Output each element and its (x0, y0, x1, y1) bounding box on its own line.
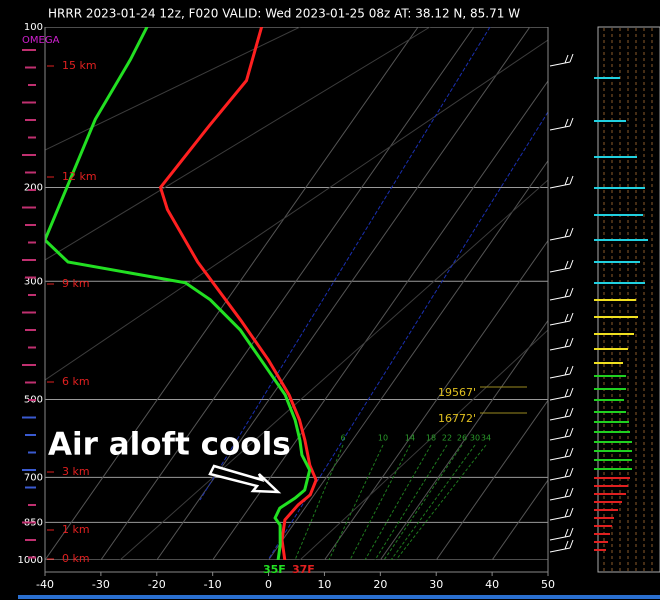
x-tick-label: 20 (373, 578, 387, 591)
x-tick-label: 50 (541, 578, 555, 591)
wind-barb (549, 365, 574, 379)
mixing-ratio-label: 22 (442, 434, 452, 443)
mixing-ratio-label: 18 (426, 434, 436, 443)
height-label: 9 km (62, 277, 90, 290)
x-tick-label: 0 (265, 578, 272, 591)
adiabat (299, 329, 548, 560)
level-label: 19567' (438, 386, 476, 399)
omega-label: OMEGA (22, 35, 60, 46)
plot-area (45, 27, 548, 560)
adiabat (119, 179, 548, 560)
wind-barb (549, 259, 574, 273)
adiabat (45, 39, 548, 381)
mixing-ratio-line (390, 444, 476, 560)
mixing-ratio-line (328, 444, 384, 560)
adiabat (45, 27, 431, 261)
x-tick-label: -30 (92, 578, 110, 591)
mixing-ratio-label: 30 (470, 434, 480, 443)
mixing-ratio-label: 34 (481, 434, 491, 443)
title: HRRR 2023-01-24 12z, F020 VALID: Wed 202… (48, 7, 520, 21)
wind-barb (549, 467, 574, 481)
mixing-ratio-line (364, 444, 432, 560)
surface-dewpoint-label: 35F (263, 563, 286, 576)
profile-line (158, 27, 318, 560)
y-tick-label: 100 (24, 22, 43, 33)
mixing-ratio-line (349, 444, 411, 560)
isotherm (324, 239, 548, 560)
isotherm (100, 27, 475, 560)
y-tick-label: 1000 (18, 555, 43, 566)
isotherm (212, 80, 548, 560)
level-label: 16772' (438, 412, 476, 425)
isotherm (45, 27, 419, 560)
mixing-ratio-line (395, 444, 487, 560)
wind-barb (549, 312, 574, 326)
wind-barb (549, 387, 574, 401)
y-tick-label: 200 (24, 182, 43, 193)
annotation-arrow (208, 464, 282, 494)
mixing-ratio-line (374, 444, 448, 560)
wind-barb (549, 487, 574, 501)
y-tick-label: 300 (24, 276, 43, 287)
height-label: 3 km (62, 465, 90, 478)
mixing-ratio-line (294, 444, 344, 560)
isotherm (268, 159, 548, 560)
height-label: 0 km (62, 552, 90, 565)
x-tick-label: -20 (148, 578, 166, 591)
wind-barb (549, 539, 574, 553)
guide-line (199, 27, 491, 501)
annotation: Air aloft cools (48, 427, 291, 463)
wind-barb (549, 175, 574, 189)
wind-barb (549, 407, 574, 421)
mixing-ratio-label: 6 (340, 434, 345, 443)
adiabat (45, 27, 301, 151)
height-label: 1 km (62, 523, 90, 536)
height-label: 15 km (62, 59, 97, 72)
height-label: 12 km (62, 170, 97, 183)
y-tick-label: 700 (24, 472, 43, 483)
surface-temp-label: 37F (292, 563, 315, 576)
wind-barb (549, 117, 574, 131)
x-tick-label: 30 (429, 578, 443, 591)
isotherm (435, 399, 548, 560)
wind-barb (549, 337, 574, 351)
mixing-ratio-label: 10 (378, 434, 388, 443)
x-tick-label: 40 (485, 578, 499, 591)
x-tick-label: 10 (317, 578, 331, 591)
bottom-bar (18, 595, 660, 599)
wind-barb (549, 427, 574, 441)
wind-barb (549, 53, 574, 67)
isotherm (379, 319, 548, 560)
height-label: 6 km (62, 375, 90, 388)
wind-barb (549, 507, 574, 521)
mixing-ratio-line (383, 444, 463, 560)
mixing-ratio-label: 26 (457, 434, 467, 443)
wind-barb (549, 287, 574, 301)
x-tick-label: -40 (36, 578, 54, 591)
wind-barb (549, 527, 574, 541)
wind-barb (549, 227, 574, 241)
x-tick-label: -10 (204, 578, 222, 591)
mixing-ratio-label: 14 (405, 434, 415, 443)
profile-line (45, 27, 312, 560)
wind-barb (549, 447, 574, 461)
